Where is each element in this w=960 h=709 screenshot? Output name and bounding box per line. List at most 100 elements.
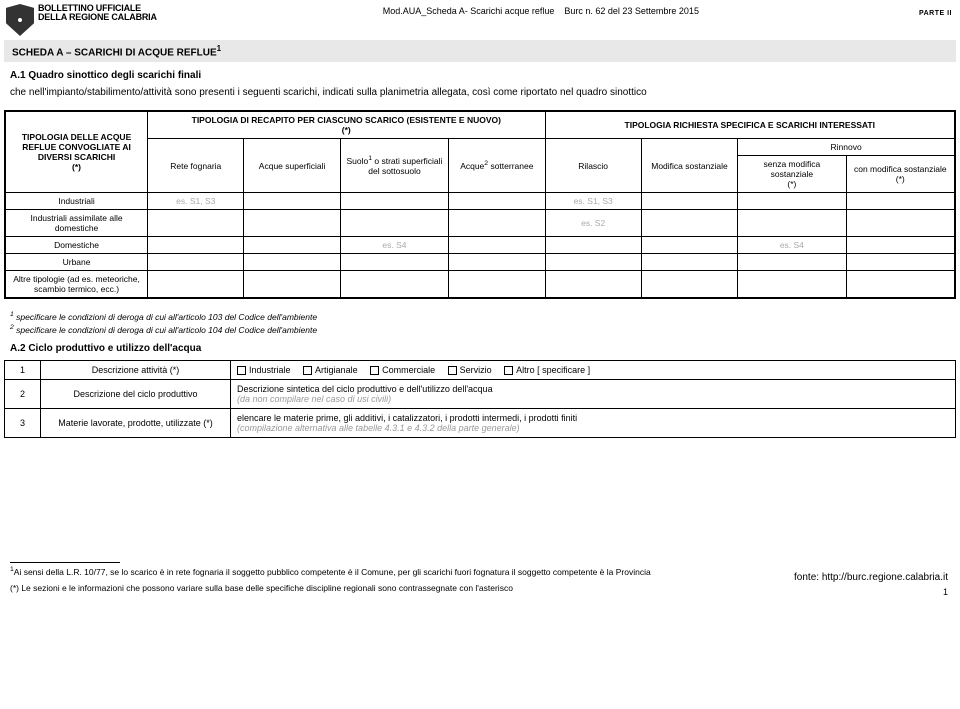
- cell-value: [449, 210, 545, 237]
- logo-text: BOLLETTINO UFFICIALE DELLA REGIONE CALAB…: [38, 4, 157, 23]
- cell-value: [545, 271, 641, 298]
- cell-value: [846, 271, 954, 298]
- ciclo-row-value: Industriale Artigianale Commerciale Serv…: [231, 360, 956, 379]
- cell-value: [738, 254, 846, 271]
- quadro-sinottico-table: TIPOLOGIA DELLE ACQUE REFLUE CONVOGLIATE…: [5, 111, 955, 298]
- quadro-sinottico-box: TIPOLOGIA DELLE ACQUE REFLUE CONVOGLIATE…: [4, 110, 956, 299]
- cell-value: [846, 210, 954, 237]
- checkbox-commerciale[interactable]: [370, 366, 379, 375]
- cell-value: [244, 254, 340, 271]
- checkbox-altro[interactable]: [504, 366, 513, 375]
- cell-value: [244, 237, 340, 254]
- row-altre: Altre tipologie (ad es. meteoriche, scam…: [6, 271, 148, 298]
- a1-block: A.1 Quadro sinottico degli scarichi fina…: [0, 64, 960, 104]
- cell-value: [244, 210, 340, 237]
- cell-value: es. S1, S3: [148, 193, 244, 210]
- mod-code: Mod.AUA_Scheda A- Scarichi acque reflue: [383, 6, 555, 16]
- section-a-bar: SCHEDA A – SCARICHI DI ACQUE REFLUE1: [4, 40, 956, 62]
- cell-value: [244, 193, 340, 210]
- cell-value: [449, 271, 545, 298]
- th-senza-modifica: senza modifica sostanziale(*): [738, 156, 846, 193]
- logo-line2: DELLA REGIONE CALABRIA: [38, 13, 157, 22]
- cell-value: [641, 193, 737, 210]
- cell-value: [244, 271, 340, 298]
- cell-value: [148, 237, 244, 254]
- opt-altro: Altro [ specificare ]: [516, 365, 590, 375]
- row-assimilate: Industriali assimilate alle domestiche: [6, 210, 148, 237]
- ciclo-row-label: Descrizione del ciclo produttivo: [41, 380, 231, 409]
- ciclo-row-num: 2: [5, 380, 41, 409]
- table-row: Urbane: [6, 254, 955, 271]
- checkbox-artigianale[interactable]: [303, 366, 312, 375]
- ciclo-produttivo-table: 1 Descrizione attività (*) Industriale A…: [4, 360, 956, 438]
- cell-value: [148, 210, 244, 237]
- cell-value: [846, 254, 954, 271]
- a2-title: A.2 Ciclo produttivo e utilizzo dell'acq…: [0, 341, 960, 356]
- table-row: Domestiche es. S4 es. S4: [6, 237, 955, 254]
- cell-value: [449, 237, 545, 254]
- cell-value: [738, 210, 846, 237]
- cell-value: [641, 210, 737, 237]
- cell-value: [449, 254, 545, 271]
- ciclo-row-value: Descrizione sintetica del ciclo produtti…: [231, 380, 956, 409]
- cell-value: [449, 193, 545, 210]
- cell-value: es. S1, S3: [545, 193, 641, 210]
- parte-label: PARTE II: [919, 10, 952, 17]
- cell-value: [641, 254, 737, 271]
- cell-value: [846, 237, 954, 254]
- top-bar: BOLLETTINO UFFICIALE DELLA REGIONE CALAB…: [0, 0, 960, 38]
- th-modifica-sostanziale: Modifica sostanziale: [641, 139, 737, 193]
- cell-value: [545, 237, 641, 254]
- table-row: Industriali assimilate alle domestiche e…: [6, 210, 955, 237]
- logo-block: BOLLETTINO UFFICIALE DELLA REGIONE CALAB…: [0, 2, 163, 38]
- cell-value: [846, 193, 954, 210]
- cell-value: [340, 193, 448, 210]
- ciclo-row-label: Descrizione attività (*): [41, 360, 231, 379]
- cell-value: [340, 210, 448, 237]
- cell-value: es. S4: [738, 237, 846, 254]
- th-richiesta: TIPOLOGIA RICHIESTA SPECIFICA E SCARICHI…: [545, 112, 955, 139]
- opt-artigianale: Artigianale: [315, 365, 358, 375]
- checkbox-industriale[interactable]: [237, 366, 246, 375]
- cell-value: [340, 271, 448, 298]
- opt-industriale: Industriale: [249, 365, 291, 375]
- table-row: Industriali es. S1, S3 es. S1, S3: [6, 193, 955, 210]
- table-row: 3 Materie lavorate, prodotte, utilizzate…: [5, 409, 956, 438]
- cell-value: es. S4: [340, 237, 448, 254]
- opt-servizio: Servizio: [460, 365, 492, 375]
- checkbox-servizio[interactable]: [448, 366, 457, 375]
- a1-title: A.1 Quadro sinottico degli scarichi fina…: [10, 70, 950, 81]
- ciclo-r3-line2: (compilazione alternativa alle tabelle 4…: [237, 423, 949, 433]
- th-acque-superficiali: Acque superficiali: [244, 139, 340, 193]
- burc-ref: Burc n. 62 del 23 Settembre 2015: [564, 6, 699, 16]
- cell-value: [148, 254, 244, 271]
- mod-burc: Mod.AUA_Scheda A- Scarichi acque reflue …: [383, 6, 699, 16]
- cell-value: [738, 193, 846, 210]
- th-acque-sotterranee: Acque2 sotterranee: [449, 139, 545, 193]
- row-urbane: Urbane: [6, 254, 148, 271]
- th-suolo: Suolo1 o strati superficiali del sottosu…: [340, 139, 448, 193]
- th-recapito: TIPOLOGIA DI RECAPITO PER CIASCUNO SCARI…: [148, 112, 545, 139]
- ciclo-r2-line2: (da non compilare nel caso di usi civili…: [237, 394, 949, 404]
- cell-value: [545, 254, 641, 271]
- row-domestiche: Domestiche: [6, 237, 148, 254]
- th-rete-fognaria: Rete fognaria: [148, 139, 244, 193]
- th-rilascio: Rilascio: [545, 139, 641, 193]
- footnote-rule: [10, 562, 120, 563]
- th-con-modifica: con modifica sostanziale(*): [846, 156, 954, 193]
- th-tipologia-acque: TIPOLOGIA DELLE ACQUE REFLUE CONVOGLIATE…: [6, 112, 148, 193]
- cell-value: [148, 271, 244, 298]
- ciclo-r2-line1: Descrizione sintetica del ciclo produtti…: [237, 384, 949, 394]
- th-rinnovo: Rinnovo: [738, 139, 955, 156]
- section-a-sup: 1: [217, 44, 221, 53]
- endnote-asterisk: (*) Le sezioni e le informazioni che pos…: [10, 583, 950, 593]
- row-industriali: Industriali: [6, 193, 148, 210]
- region-shield-icon: [6, 4, 34, 36]
- ciclo-r3-line1: elencare le materie prime, gli additivi,…: [237, 413, 949, 423]
- opt-commerciale: Commerciale: [382, 365, 435, 375]
- footnote-1: 1 specificare le condizioni di deroga di…: [10, 311, 950, 322]
- table1-footnotes: 1 specificare le condizioni di deroga di…: [0, 305, 960, 341]
- ciclo-row-value: elencare le materie prime, gli additivi,…: [231, 409, 956, 438]
- a1-desc: che nell'impianto/stabilimento/attività …: [10, 87, 950, 98]
- cell-value: [340, 254, 448, 271]
